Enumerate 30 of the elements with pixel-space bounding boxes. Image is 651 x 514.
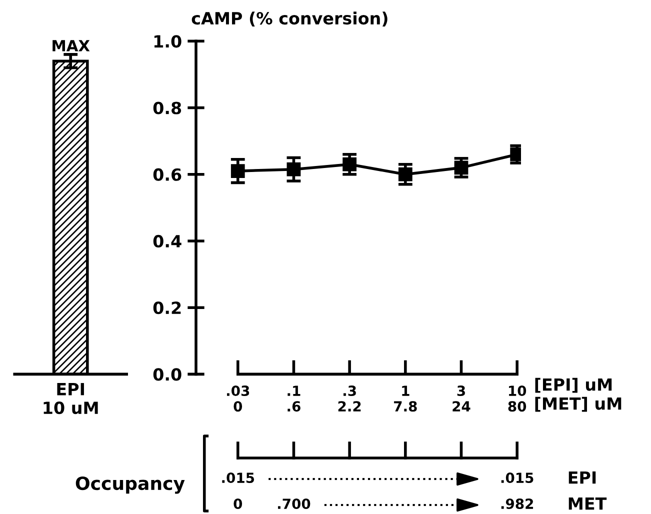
x-tick-label: .1 .6 xyxy=(288,386,300,412)
text: Occupancy xyxy=(76,476,185,494)
point xyxy=(230,164,245,178)
text: [EPI] uM xyxy=(535,378,612,393)
text: .015 xyxy=(222,472,254,484)
x-tick-label: EPI 10 uM xyxy=(44,383,98,414)
text: .015 xyxy=(501,472,534,484)
x-tick-label: 1 7.8 xyxy=(394,386,417,412)
x-tick-label: 3 24 xyxy=(452,386,470,412)
text: 0 xyxy=(234,498,242,510)
point xyxy=(342,157,357,172)
y-tick-label: 1.0 xyxy=(154,35,182,48)
text: EPI xyxy=(568,471,596,484)
x-tick-label: .03 0 xyxy=(226,386,250,412)
point xyxy=(454,160,468,175)
text: MET xyxy=(568,497,607,510)
point xyxy=(398,167,412,182)
point xyxy=(286,162,301,176)
text: .700 xyxy=(278,498,310,510)
text: [MET] uM xyxy=(535,396,622,412)
x-tick-label: .3 2.2 xyxy=(338,386,361,412)
x-tick-label: 10 80 xyxy=(508,386,526,412)
annotation: MAX xyxy=(52,40,90,52)
y-tick-label: 0.6 xyxy=(153,168,182,181)
y-tick-label: 0.8 xyxy=(153,102,182,114)
y-tick-label: 0.0 xyxy=(153,368,182,381)
y-axis-title: cAMP (% conversion) xyxy=(192,12,388,27)
y-tick-label: 0.2 xyxy=(153,302,181,314)
text: .982 xyxy=(501,498,534,510)
y-tick-label: 0.4 xyxy=(153,234,182,248)
